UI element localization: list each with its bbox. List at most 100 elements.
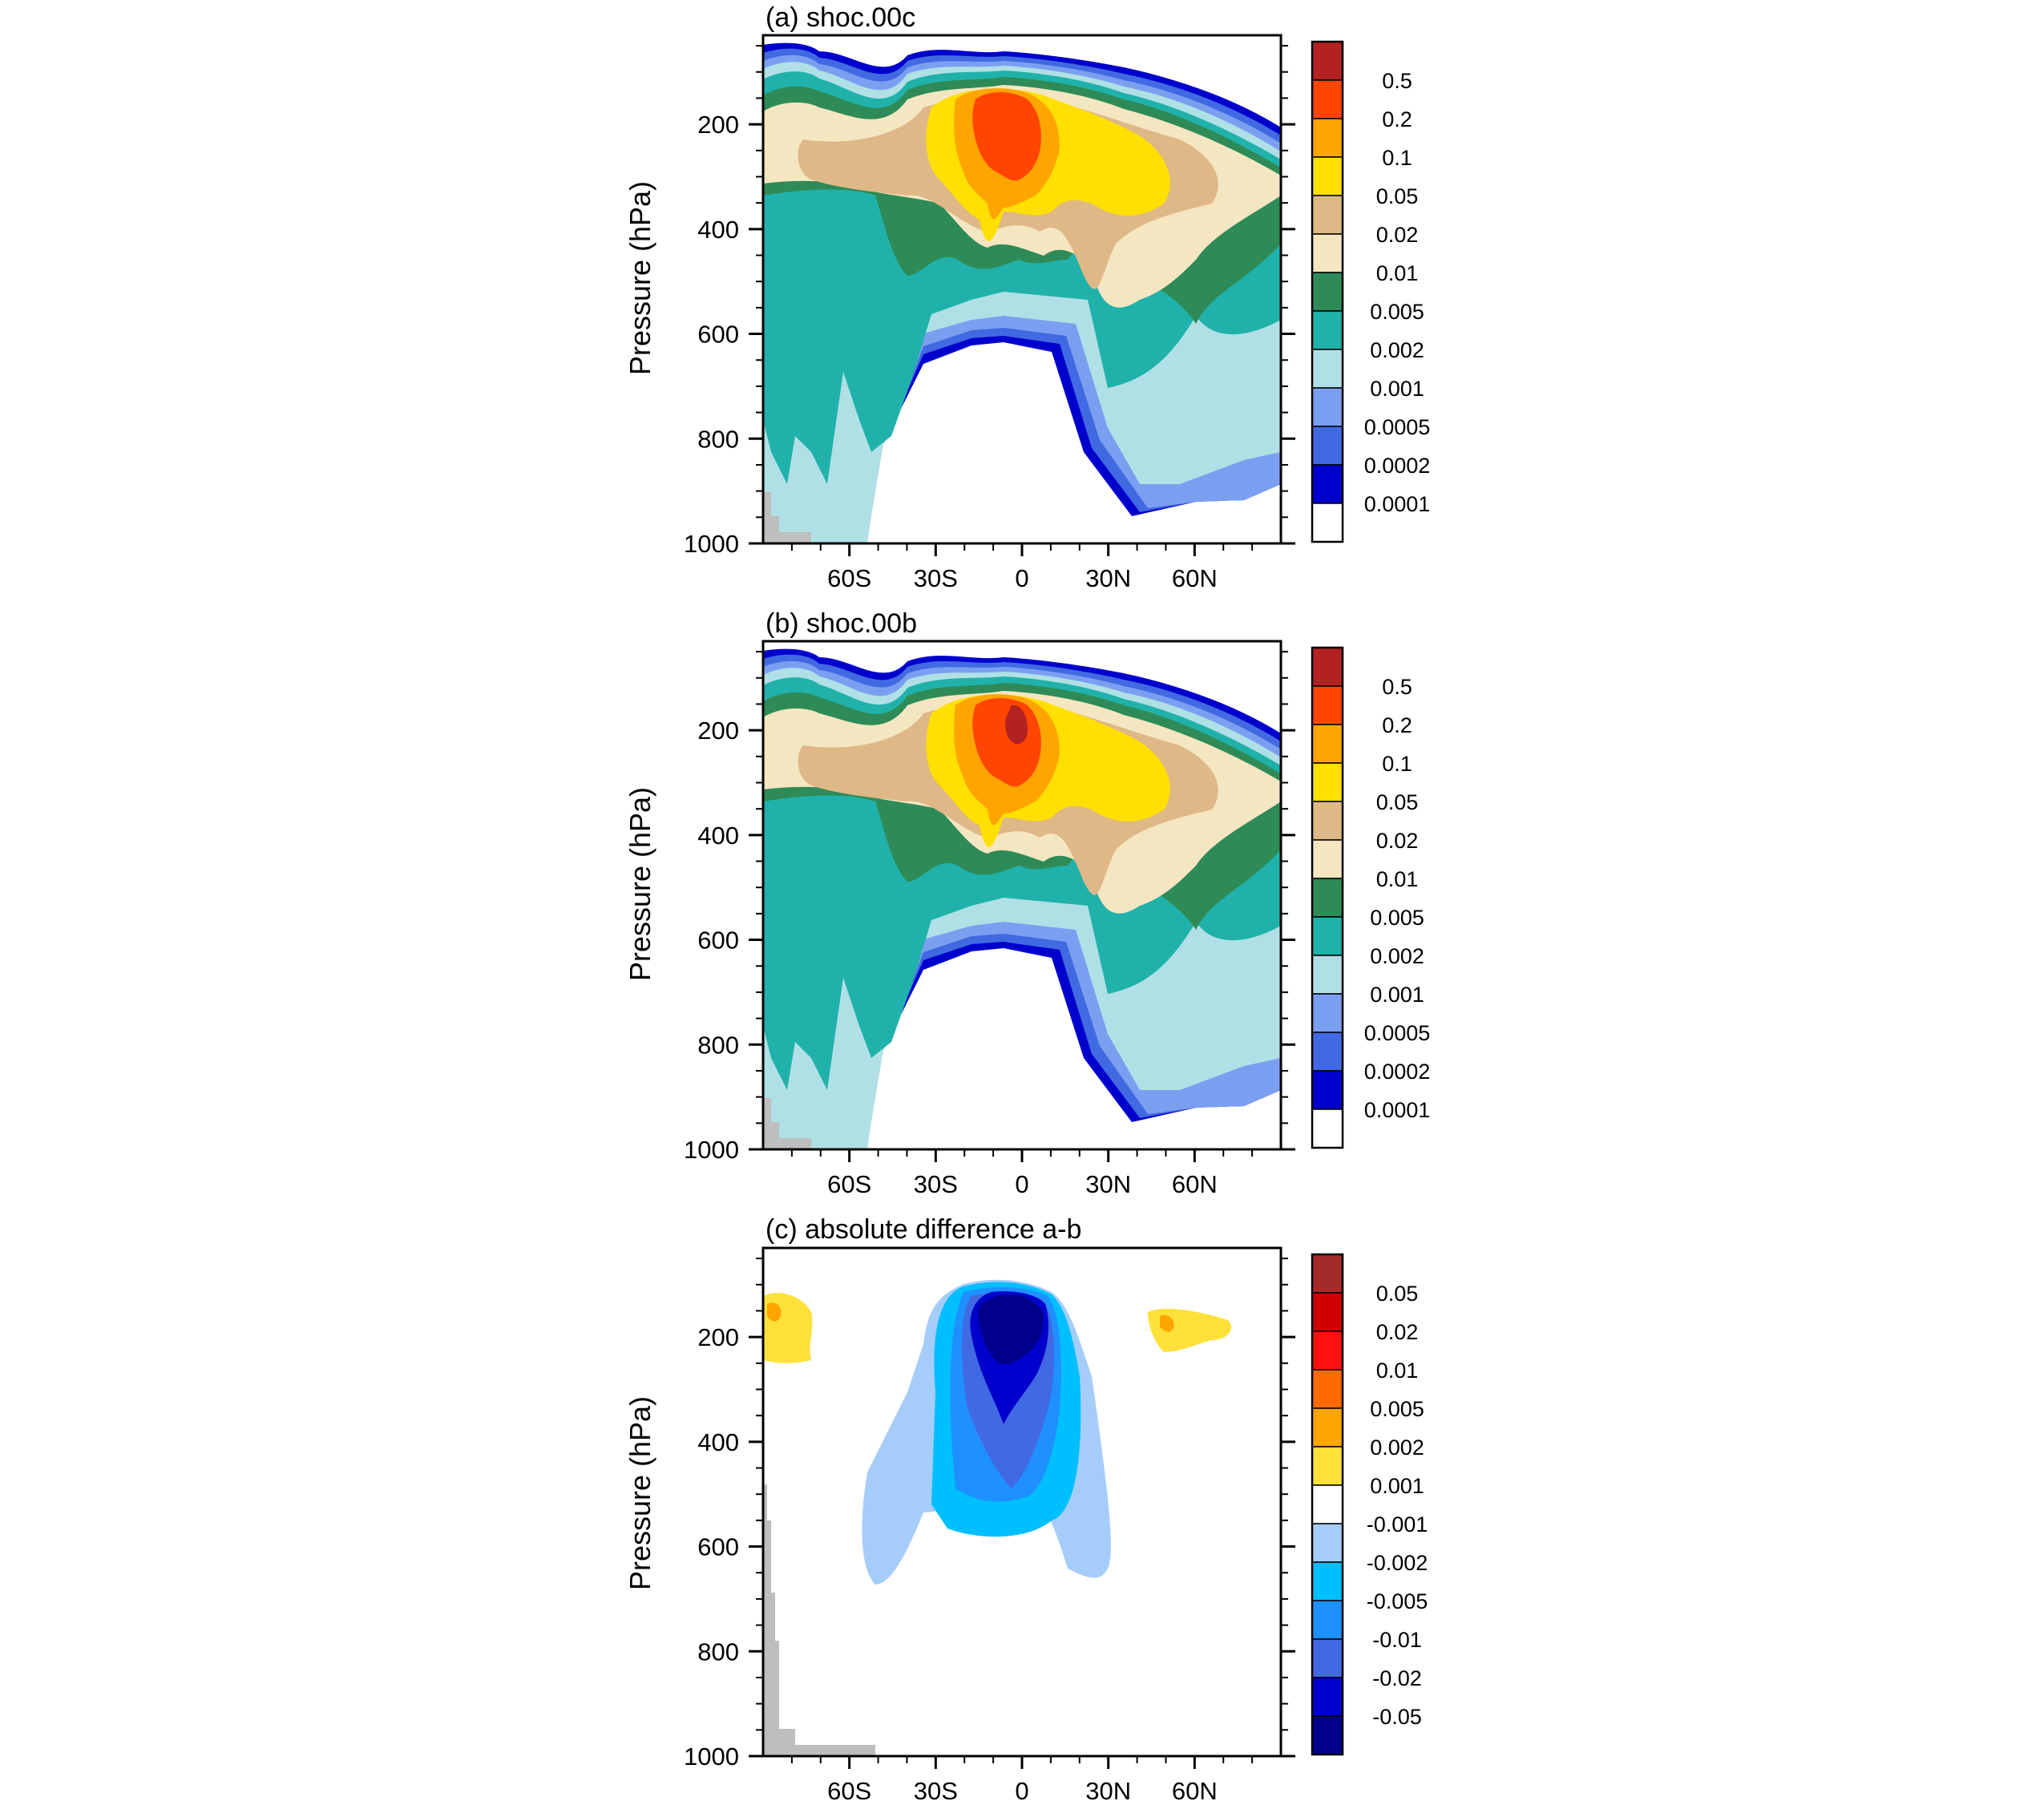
c-topography xyxy=(763,1484,875,1756)
colorbar-box xyxy=(1311,310,1343,350)
colorbar-label: 0.01 xyxy=(1376,867,1419,891)
x-tick-label: 30N xyxy=(1085,564,1131,592)
colorbar-label: 0.02 xyxy=(1376,829,1419,853)
y-tick-label: 200 xyxy=(697,1323,739,1351)
x-tick-label: 60N xyxy=(1172,1777,1218,1805)
colorbar-box xyxy=(1311,1108,1343,1149)
y-tick-label: 400 xyxy=(697,216,739,244)
colorbar-box xyxy=(1311,1292,1343,1332)
colorbar-box xyxy=(1311,426,1343,466)
y-tick-label: 800 xyxy=(697,425,739,453)
colorbar-box xyxy=(1311,1331,1343,1371)
colorbar-box xyxy=(1311,1254,1343,1294)
colorbar-frame xyxy=(1311,646,1344,1149)
y-tick-label: 600 xyxy=(697,1533,739,1561)
panel-b-plot xyxy=(763,641,1281,1149)
panel-b: (b) shoc.00b Pressure (hPa) 60S 30S 0 30N 60… xyxy=(624,608,1430,1198)
a-field-0p2 xyxy=(972,92,1041,181)
colorbar-box xyxy=(1311,647,1343,687)
colorbar-label: 0.2 xyxy=(1382,713,1412,737)
y-tick-label: 1000 xyxy=(684,1742,739,1771)
colorbar-label: 0.0005 xyxy=(1364,415,1431,439)
y-tick-label: 400 xyxy=(697,1428,739,1456)
colorbar-box xyxy=(1311,878,1343,918)
colorbar-box xyxy=(1311,195,1343,235)
colorbar-label: -0.05 xyxy=(1372,1705,1422,1729)
x-tick-label: 30N xyxy=(1085,1170,1131,1198)
colorbar-label: 0.05 xyxy=(1376,1282,1419,1306)
panel-a: (a) shoc.00c Pressure (hPa) 60S 30S 0 30N 60… xyxy=(624,2,1430,592)
y-tick-label: 800 xyxy=(697,1031,739,1059)
panel-c-title: (c) absolute difference a-b xyxy=(765,1214,1081,1245)
x-tick-label: 60S xyxy=(827,1170,871,1198)
colorbar-box xyxy=(1311,1523,1343,1563)
colorbar-label: 0.05 xyxy=(1376,184,1419,208)
colorbar-label: 0.005 xyxy=(1370,1397,1424,1421)
colorbar-box xyxy=(1311,79,1343,119)
colorbar-box xyxy=(1311,41,1343,81)
colorbar-label: 0.5 xyxy=(1382,675,1412,699)
colorbar-label: 0.002 xyxy=(1370,944,1424,968)
c-field-0p005-left xyxy=(767,1302,782,1322)
colorbar-box xyxy=(1311,1407,1343,1448)
colorbar-box xyxy=(1311,1446,1343,1486)
y-tick-label: 1000 xyxy=(684,1136,739,1164)
colorbar-label: 0.05 xyxy=(1376,790,1419,814)
colorbar-label: 0.001 xyxy=(1370,983,1424,1007)
panel-c: (c) absolute difference a-b Pressure (hP… xyxy=(624,1214,1428,1805)
colorbar-label: -0.02 xyxy=(1372,1666,1422,1690)
colorbar-box xyxy=(1311,1677,1343,1717)
colorbar-box xyxy=(1311,1070,1343,1110)
y-tick-label: 200 xyxy=(697,717,739,745)
colorbar-box xyxy=(1311,1369,1343,1409)
colorbar-label: 0.002 xyxy=(1370,1436,1424,1460)
colorbar-box xyxy=(1311,762,1343,802)
colorbar-box xyxy=(1311,349,1343,389)
y-tick-label: 1000 xyxy=(684,530,739,558)
colorbar-box xyxy=(1311,839,1343,879)
x-tick-label: 60S xyxy=(827,1777,871,1805)
y-tick-label: 600 xyxy=(697,927,739,955)
colorbar-label: 0.1 xyxy=(1382,752,1412,776)
colorbar-frame xyxy=(1311,40,1344,543)
colorbar-label: -0.002 xyxy=(1367,1551,1428,1575)
colorbar-box xyxy=(1311,156,1343,196)
colorbar-label: 0.0002 xyxy=(1364,1060,1431,1084)
colorbar-label: -0.01 xyxy=(1372,1628,1422,1652)
b-topography xyxy=(763,1098,811,1149)
panel-b-title: (b) shoc.00b xyxy=(765,608,917,639)
y-tick-label: 800 xyxy=(697,1637,739,1666)
colorbar-box xyxy=(1311,272,1343,312)
panel-c-plot xyxy=(763,1248,1281,1756)
colorbar-box xyxy=(1311,503,1343,543)
colorbar-label: -0.001 xyxy=(1367,1512,1428,1536)
colorbar-box xyxy=(1311,916,1343,956)
colorbar-box xyxy=(1311,1600,1343,1640)
colorbar-box xyxy=(1311,1484,1343,1524)
y-tick-label: 200 xyxy=(697,111,739,139)
colorbar-label: 0.0001 xyxy=(1364,492,1431,516)
colorbar-box xyxy=(1311,1032,1343,1072)
colorbar-label: 0.001 xyxy=(1370,377,1424,401)
colorbar-box xyxy=(1311,955,1343,995)
colorbar-label: 0.02 xyxy=(1376,223,1419,247)
panel-a-ylabel: Pressure (hPa) xyxy=(624,181,656,375)
colorbar-label: -0.005 xyxy=(1367,1589,1428,1613)
colorbar-box xyxy=(1311,464,1343,504)
panel-a-colorbar: 0.5 0.2 0.1 0.05 0.02 0.01 0.005 0.002 0.001 0.00… xyxy=(1311,40,1431,543)
y-tick-label: 400 xyxy=(697,822,739,850)
colorbar-label: 0.2 xyxy=(1382,107,1412,131)
colorbar-box xyxy=(1311,1715,1343,1755)
colorbar-label: 0.002 xyxy=(1370,338,1424,362)
a-topography xyxy=(763,492,811,543)
colorbar-label: 0.01 xyxy=(1376,261,1419,285)
b-field-0p5 xyxy=(1005,705,1028,745)
colorbar-frame xyxy=(1311,1253,1344,1756)
panel-c-colorbar: 0.05 0.02 0.01 0.005 0.002 0.001 -0.001 -0.002 -… xyxy=(1311,1253,1428,1756)
colorbar-box xyxy=(1311,993,1343,1033)
x-tick-label: 60N xyxy=(1172,1170,1218,1198)
colorbar-label: 0.0002 xyxy=(1364,454,1431,478)
colorbar-box xyxy=(1311,118,1343,158)
c-field-neg0p05 xyxy=(978,1294,1044,1365)
